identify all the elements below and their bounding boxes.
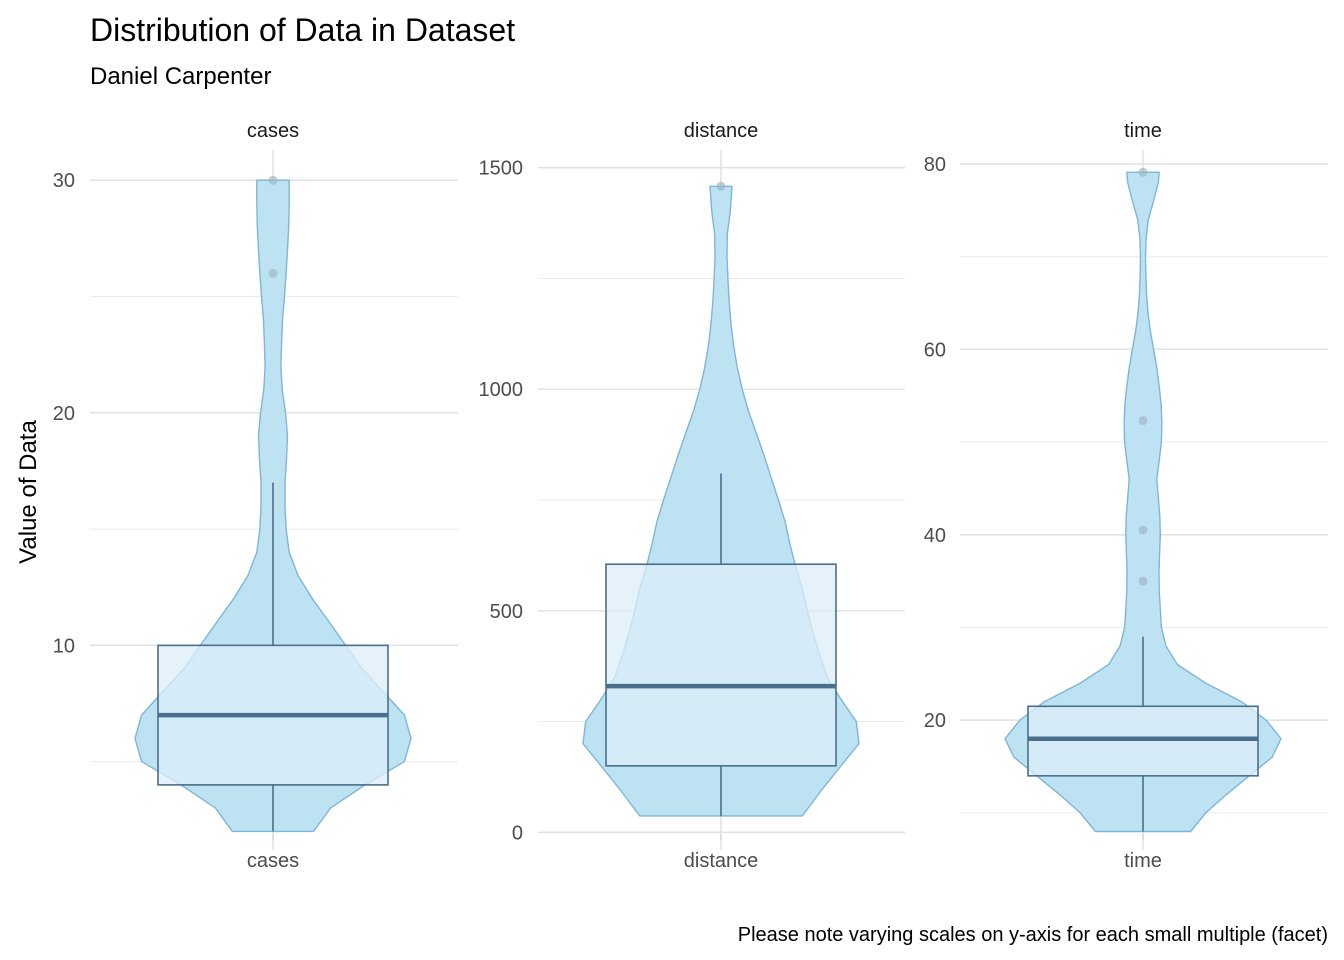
- facet-time: 20 40 60 80 time time: [924, 120, 1328, 872]
- y-tick-label: 1000: [479, 379, 524, 401]
- outlier-point: [716, 181, 726, 191]
- x-tick-label: cases: [247, 850, 299, 872]
- y-tick-label: 1500: [479, 158, 524, 180]
- y-axis-label: Value of Data: [15, 420, 42, 564]
- outlier-point: [1138, 416, 1148, 426]
- box: [605, 563, 837, 767]
- y-tick-label: 40: [924, 525, 946, 547]
- outlier-point: [1138, 576, 1148, 586]
- facet-strip-label: time: [1124, 120, 1162, 142]
- facet-strip-label: distance: [684, 120, 759, 142]
- y-tick-label: 500: [490, 601, 523, 623]
- x-tick-label: time: [1124, 850, 1162, 872]
- y-tick-label: 80: [924, 154, 946, 176]
- chart-title: Distribution of Data in Dataset: [90, 12, 515, 48]
- y-tick-label: 30: [53, 170, 75, 192]
- facet-strip-label: cases: [247, 120, 299, 142]
- y-tick-label: 0: [512, 822, 523, 844]
- y-tick-label: 20: [53, 403, 75, 425]
- facet-distance: 0 500 1000 1500 distance distance: [479, 120, 905, 872]
- chart-caption: Please note varying scales on y-axis for…: [738, 924, 1328, 946]
- outlier-point: [268, 268, 278, 278]
- outlier-point: [1138, 525, 1148, 535]
- y-tick-label: 10: [53, 635, 75, 657]
- outlier-point: [1138, 167, 1148, 177]
- violin: [1004, 171, 1282, 833]
- outlier-point: [268, 175, 278, 185]
- box: [1027, 705, 1259, 777]
- chart-subtitle: Daniel Carpenter: [90, 63, 271, 90]
- x-tick-label: distance: [684, 850, 759, 872]
- y-tick-label: 20: [924, 710, 946, 732]
- y-tick-label: 60: [924, 339, 946, 361]
- facet-cases: 10 20 30 cases cases: [53, 120, 458, 872]
